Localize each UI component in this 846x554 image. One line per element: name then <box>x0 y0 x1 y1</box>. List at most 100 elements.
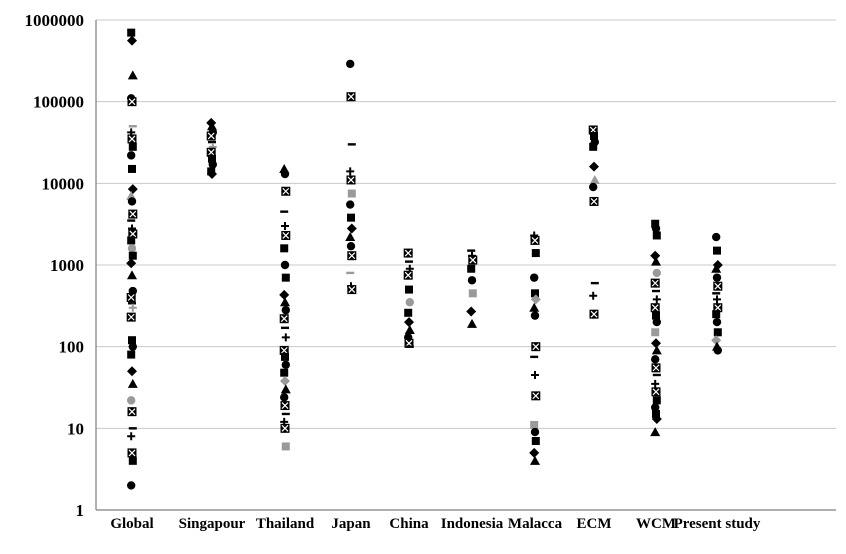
data-point <box>126 292 136 302</box>
data-point <box>711 335 722 346</box>
data-point <box>531 370 539 379</box>
y-tick-label: 10000 <box>42 174 85 193</box>
data-point <box>713 246 721 255</box>
data-point <box>128 142 137 151</box>
data-point <box>127 350 136 359</box>
data-point <box>208 154 216 163</box>
data-point <box>281 305 290 315</box>
data-point <box>127 270 137 280</box>
data-point <box>128 456 137 465</box>
data-point <box>346 167 355 176</box>
marker-cross <box>405 339 413 347</box>
data-point <box>279 345 289 355</box>
data-point <box>651 403 660 412</box>
marker-cross <box>282 187 290 195</box>
marker-cross <box>128 135 136 143</box>
data-point <box>279 314 289 324</box>
data-point <box>279 289 290 300</box>
data-point <box>281 412 290 416</box>
data-point <box>467 264 476 273</box>
data-points <box>126 28 723 490</box>
data-point <box>530 455 540 465</box>
marker-cross <box>532 392 540 400</box>
data-point <box>650 303 660 313</box>
data-point <box>652 231 661 240</box>
data-point <box>128 251 137 260</box>
data-point <box>713 303 723 313</box>
data-point <box>127 481 136 490</box>
marker-cross <box>651 304 659 312</box>
data-point <box>712 292 721 295</box>
marker-cross <box>207 132 215 140</box>
data-point <box>650 427 661 437</box>
marker-cross <box>652 388 660 396</box>
data-point <box>128 336 136 345</box>
data-point <box>403 270 413 280</box>
data-point <box>207 121 217 131</box>
data-point <box>280 384 291 394</box>
marker-cross <box>532 343 540 351</box>
marker-cross <box>651 279 659 287</box>
marker-cross <box>207 148 215 156</box>
data-point <box>712 310 721 319</box>
data-point <box>531 436 540 445</box>
data-point <box>713 346 722 355</box>
data-point <box>651 219 660 228</box>
data-point <box>651 355 660 364</box>
data-point <box>651 363 661 373</box>
data-point <box>346 92 356 102</box>
data-point <box>652 317 661 327</box>
data-point <box>128 303 137 312</box>
x-category-label: Malacca <box>508 516 563 532</box>
data-point <box>128 342 137 351</box>
y-tick-label: 100 <box>59 338 85 357</box>
marker-cross <box>469 256 477 264</box>
data-point <box>652 396 661 405</box>
x-category-labels: Global Singapour Thailand Japan China Indones… <box>110 516 761 532</box>
data-point <box>711 263 722 273</box>
data-point <box>127 219 136 222</box>
data-point <box>347 143 356 146</box>
data-point <box>347 285 357 295</box>
y-tick-label: 10 <box>67 419 84 438</box>
marker-cross <box>404 249 412 257</box>
data-point <box>468 255 478 265</box>
data-point <box>127 151 136 160</box>
data-point <box>404 308 413 317</box>
data-point <box>346 223 357 234</box>
data-point <box>281 186 291 196</box>
data-point <box>590 131 598 140</box>
data-point <box>652 373 661 377</box>
y-tick-labels: 1 10 100 1000 10000 100000 1000000 <box>25 11 85 520</box>
data-point <box>589 196 599 206</box>
marker-cross <box>128 98 136 106</box>
marker-cross <box>280 315 288 323</box>
data-point <box>345 232 356 242</box>
data-point <box>346 271 355 275</box>
data-point <box>531 289 539 298</box>
data-point <box>128 427 137 430</box>
marker-cross <box>652 364 660 372</box>
data-point <box>531 342 541 352</box>
data-point <box>650 250 661 261</box>
marker-cross <box>531 236 539 244</box>
data-point <box>651 379 660 388</box>
x-category-label: Indonesia <box>441 516 504 532</box>
data-point <box>127 407 137 417</box>
data-point <box>280 169 290 179</box>
data-point <box>405 298 414 307</box>
data-point <box>405 345 414 348</box>
data-point <box>128 302 136 305</box>
data-point <box>652 311 660 320</box>
data-point <box>467 276 477 285</box>
x-category-label: China <box>389 516 429 532</box>
x-category-label: Singapour <box>179 516 246 532</box>
data-point <box>466 306 477 317</box>
data-point <box>280 368 289 377</box>
data-point <box>280 260 290 270</box>
data-point <box>127 70 138 80</box>
data-point <box>127 184 138 195</box>
marker-cross <box>129 210 137 218</box>
x-category-label: Present study <box>674 516 761 532</box>
